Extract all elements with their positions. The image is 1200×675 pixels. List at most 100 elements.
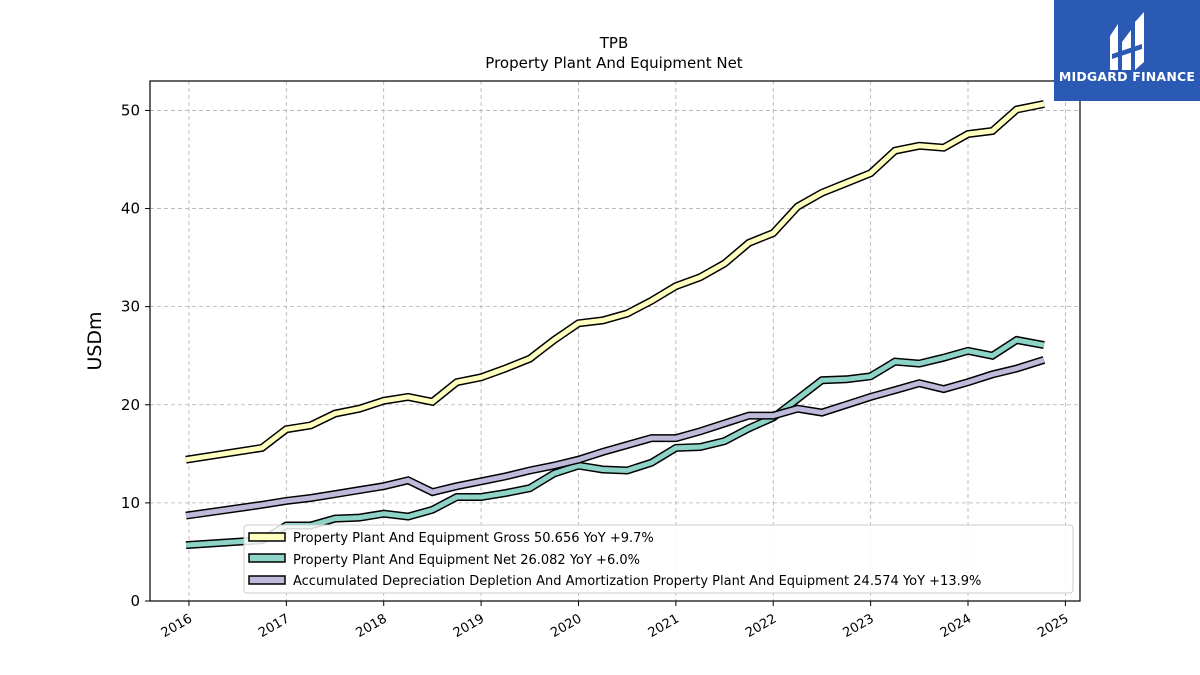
- data-point-accumulated: [700, 431, 701, 432]
- data-point-accumulated: [968, 382, 969, 383]
- data-point-gross: [627, 313, 628, 314]
- data-point-net: [651, 462, 652, 463]
- data-point-net: [408, 516, 409, 517]
- data-point-gross: [335, 413, 336, 414]
- y-tick-label: 20: [121, 396, 140, 414]
- series-line-net: [185, 337, 1045, 548]
- data-point-gross: [968, 134, 969, 135]
- data-point-gross: [578, 323, 579, 324]
- data-point-net: [724, 441, 725, 442]
- data-point-accumulated: [481, 481, 482, 482]
- data-point-accumulated: [943, 389, 944, 390]
- data-point-accumulated: [724, 423, 725, 424]
- data-point-net: [870, 376, 871, 377]
- legend-label-net: Property Plant And Equipment Net 26.082 …: [293, 553, 640, 568]
- data-point-gross: [748, 242, 749, 243]
- legend-swatch-net: [248, 553, 286, 563]
- legend-swatch-accumulated: [248, 575, 286, 585]
- data-point-accumulated: [773, 415, 774, 416]
- y-tick-label: 40: [121, 200, 140, 218]
- data-point-gross: [286, 429, 287, 430]
- data-point-net: [846, 379, 847, 380]
- data-point-accumulated: [286, 500, 287, 501]
- data-point-gross: [675, 286, 676, 287]
- data-point-net: [578, 465, 579, 466]
- data-point-accumulated: [1044, 359, 1045, 360]
- data-point-gross: [724, 263, 725, 264]
- data-point-net: [335, 518, 336, 519]
- data-point-accumulated: [186, 515, 187, 516]
- y-tick-label: 30: [121, 298, 140, 316]
- data-point-gross: [773, 233, 774, 234]
- data-point-gross: [456, 382, 457, 383]
- data-point-accumulated: [505, 476, 506, 477]
- brand-name: MIDGARD FINANCE: [1059, 69, 1195, 84]
- data-point-accumulated: [432, 492, 433, 493]
- legend: Property Plant And Equipment Gross 50.65…: [243, 524, 1074, 594]
- data-point-accumulated: [310, 498, 311, 499]
- legend-swatch-gross: [248, 532, 286, 542]
- data-point-net: [675, 447, 676, 448]
- data-point-net: [627, 470, 628, 471]
- data-point-net: [529, 488, 530, 489]
- data-point-gross: [481, 377, 482, 378]
- data-point-net: [992, 355, 993, 356]
- data-point-net: [432, 509, 433, 510]
- data-point-gross: [432, 401, 433, 402]
- data-point-gross: [821, 192, 822, 193]
- data-point-gross: [602, 320, 603, 321]
- data-point-gross: [651, 300, 652, 301]
- data-point-accumulated: [627, 445, 628, 446]
- data-point-net: [186, 545, 187, 546]
- data-point-accumulated: [383, 486, 384, 487]
- data-point-gross: [919, 145, 920, 146]
- chart-title: TPB: [599, 34, 629, 52]
- data-point-gross: [262, 447, 263, 448]
- data-point-accumulated: [651, 438, 652, 439]
- y-tick-label: 10: [121, 494, 140, 512]
- data-point-accumulated: [554, 465, 555, 466]
- y-tick-label: 50: [121, 101, 140, 119]
- data-point-accumulated: [675, 438, 676, 439]
- data-point-accumulated: [895, 390, 896, 391]
- data-point-gross: [383, 400, 384, 401]
- y-axis: 0 10 20 30 40 50: [121, 101, 150, 610]
- midgard-logo-icon: [1110, 12, 1144, 70]
- data-point-gross: [186, 459, 187, 460]
- grid-layer: [150, 81, 1080, 602]
- series-line-accumulated: [185, 357, 1045, 519]
- data-point-gross: [529, 358, 530, 359]
- data-point-gross: [700, 277, 701, 278]
- data-point-gross: [505, 368, 506, 369]
- data-point-gross: [1016, 109, 1017, 110]
- data-point-accumulated: [992, 374, 993, 375]
- data-point-net: [456, 497, 457, 498]
- data-point-net: [602, 469, 603, 470]
- y-tick-label: 0: [130, 592, 140, 610]
- data-point-accumulated: [602, 451, 603, 452]
- data-point-gross: [797, 206, 798, 207]
- data-point-gross: [895, 150, 896, 151]
- midgard-finance-logo: MIDGARD FINANCE: [1054, 0, 1200, 101]
- data-point-accumulated: [919, 383, 920, 384]
- data-point-accumulated: [262, 504, 263, 505]
- data-point-accumulated: [821, 412, 822, 413]
- data-point-net: [968, 350, 969, 351]
- data-point-net: [1016, 340, 1017, 341]
- legend-label-accumulated: Accumulated Depreciation Depletion And A…: [293, 574, 981, 589]
- data-point-gross: [359, 408, 360, 409]
- data-point-accumulated: [748, 415, 749, 416]
- data-point-net: [943, 357, 944, 358]
- data-point-net: [797, 398, 798, 399]
- data-point-accumulated: [797, 408, 798, 409]
- series-line-gross: [185, 101, 1045, 463]
- data-point-net: [383, 513, 384, 514]
- data-point-net: [700, 447, 701, 448]
- chart-subtitle: Property Plant And Equipment Net: [485, 54, 742, 72]
- data-point-net: [895, 361, 896, 362]
- data-point-net: [748, 428, 749, 429]
- plot-frame: [149, 80, 1081, 602]
- data-point-gross: [870, 173, 871, 174]
- data-point-accumulated: [456, 486, 457, 487]
